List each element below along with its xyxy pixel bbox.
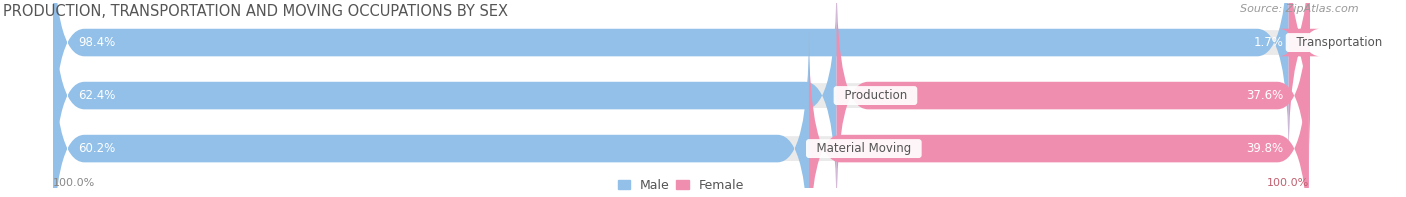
Text: Production: Production: [837, 89, 914, 102]
Text: 100.0%: 100.0%: [53, 177, 96, 188]
FancyBboxPatch shape: [837, 0, 1309, 197]
Text: 39.8%: 39.8%: [1247, 142, 1284, 155]
FancyBboxPatch shape: [53, 30, 808, 197]
Text: Transportation: Transportation: [1289, 36, 1389, 49]
FancyBboxPatch shape: [53, 0, 1289, 161]
FancyBboxPatch shape: [53, 0, 1309, 161]
Text: 98.4%: 98.4%: [79, 36, 115, 49]
Text: 100.0%: 100.0%: [1267, 177, 1309, 188]
Legend: Male, Female: Male, Female: [613, 174, 749, 197]
Text: Source: ZipAtlas.com: Source: ZipAtlas.com: [1240, 4, 1360, 14]
FancyBboxPatch shape: [53, 0, 1309, 197]
FancyBboxPatch shape: [1278, 0, 1320, 161]
FancyBboxPatch shape: [808, 30, 1309, 197]
FancyBboxPatch shape: [53, 30, 1309, 197]
FancyBboxPatch shape: [53, 0, 837, 197]
Text: 60.2%: 60.2%: [79, 142, 115, 155]
Text: PRODUCTION, TRANSPORTATION AND MOVING OCCUPATIONS BY SEX: PRODUCTION, TRANSPORTATION AND MOVING OC…: [3, 4, 508, 19]
Text: Material Moving: Material Moving: [808, 142, 918, 155]
Text: 1.7%: 1.7%: [1254, 36, 1284, 49]
Text: 37.6%: 37.6%: [1246, 89, 1284, 102]
Text: 62.4%: 62.4%: [79, 89, 115, 102]
